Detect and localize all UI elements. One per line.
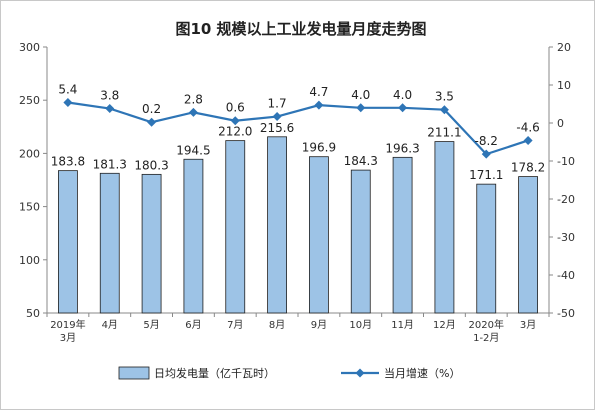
y-left-tick-label: 50 [26,307,40,320]
bar [225,140,246,314]
growth-line-path [67,101,529,156]
y-left-tick-label: 300 [19,41,40,54]
bar-value-label: 196.3 [385,141,419,155]
growth-value-label: -8.2 [475,134,498,148]
x-tick-label: 4月 [102,319,118,331]
growth-line [63,97,533,159]
legend-bar-swatch [118,366,150,380]
bar [309,156,329,314]
bar [518,176,538,314]
bar-value-label: 196.9 [302,141,336,155]
growth-value-label: 4.0 [351,88,370,102]
x-tick-label: 3月 [520,319,536,331]
bar-value-label: 215.6 [260,121,294,135]
y-right-tick-label: -50 [557,307,575,320]
growth-point [439,105,449,115]
bar-value-label: 212.0 [218,125,252,139]
x-tick-label: 2020年 1-2月 [469,318,504,344]
legend-bar-label: 日均发电量（亿千瓦时） [154,366,275,380]
x-tick-label: 9月 [311,319,327,331]
growth-value-label: 3.5 [435,90,454,104]
growth-point [147,117,157,127]
growth-point [63,97,73,107]
bar [99,172,120,314]
growth-value-label: 5.4 [58,82,77,96]
growth-point [105,104,115,114]
x-tick-label: 8月 [269,319,285,331]
growth-value-label: 3.8 [100,89,119,103]
x-tick-label: 5月 [143,319,159,331]
y-right-tick-label: -20 [557,193,575,206]
bar [392,156,413,314]
y-left-tick-label: 200 [19,147,40,160]
x-tick-label: 7月 [227,319,243,331]
growth-value-label: 0.2 [142,102,161,116]
growth-value-label: 4.0 [393,88,412,102]
x-tick-label: 2019年 3月 [50,318,85,344]
growth-point [356,103,366,113]
y-right-tick-label: 0 [557,117,564,130]
y-right-tick-label: 10 [557,79,571,92]
growth-value-label: 4.7 [309,85,328,99]
y-left-tick-label: 100 [19,254,40,267]
legend-line-marker [355,368,365,378]
growth-value-label: -4.6 [516,120,539,134]
bar-value-label: 194.5 [176,143,210,157]
growth-point [523,135,533,145]
chart-title: 图10 规模以上工业发电量月度走势图 [175,20,426,38]
bar [350,169,371,314]
y-right-tick-label: -40 [557,269,575,282]
growth-value-label: 1.7 [268,97,287,111]
legend: 日均发电量（亿千瓦时） 当月增速（%） [118,366,460,380]
x-tick-label: 11月 [391,319,414,331]
bar-value-label: 180.3 [134,158,168,172]
bar [183,158,204,314]
y-right-tick-label: 20 [557,41,571,54]
growth-point [230,116,240,126]
growth-point [314,100,324,110]
data-labels: 183.8 181.3 180.3 194.5 212.0 215.6 196.9 184.3… [51,82,546,182]
bar-value-label: 184.3 [344,154,378,168]
bar [58,170,78,314]
axes: 50 100 150 200 250 300 -50 -40 -30 -20 -10 0 10 20 201… [19,41,575,344]
bar-value-label: 183.8 [51,155,85,169]
bars [58,136,538,314]
y-right-tick-label: -30 [557,231,575,244]
bar [476,183,497,314]
x-tick-label: 12月 [433,319,456,331]
x-tick-label: 10月 [349,319,372,331]
growth-point [481,149,491,159]
bar [434,141,455,314]
growth-point [188,107,198,117]
growth-point [272,112,282,122]
y-left-tick-label: 150 [19,201,40,214]
x-tick-label: 6月 [185,319,201,331]
bar [141,173,162,314]
bar [267,136,287,314]
y-right-tick-label: -10 [557,155,575,168]
growth-value-label: 0.6 [226,101,245,115]
bar-value-label: 181.3 [93,157,127,171]
bar-value-label: 171.1 [469,168,503,182]
growth-value-label: 2.8 [184,92,203,106]
growth-point [398,103,408,113]
bar-value-label: 211.1 [427,126,461,140]
bar-value-label: 178.2 [511,161,545,175]
y-left-tick-label: 250 [19,94,40,107]
legend-line-label: 当月增速（%） [384,366,460,380]
